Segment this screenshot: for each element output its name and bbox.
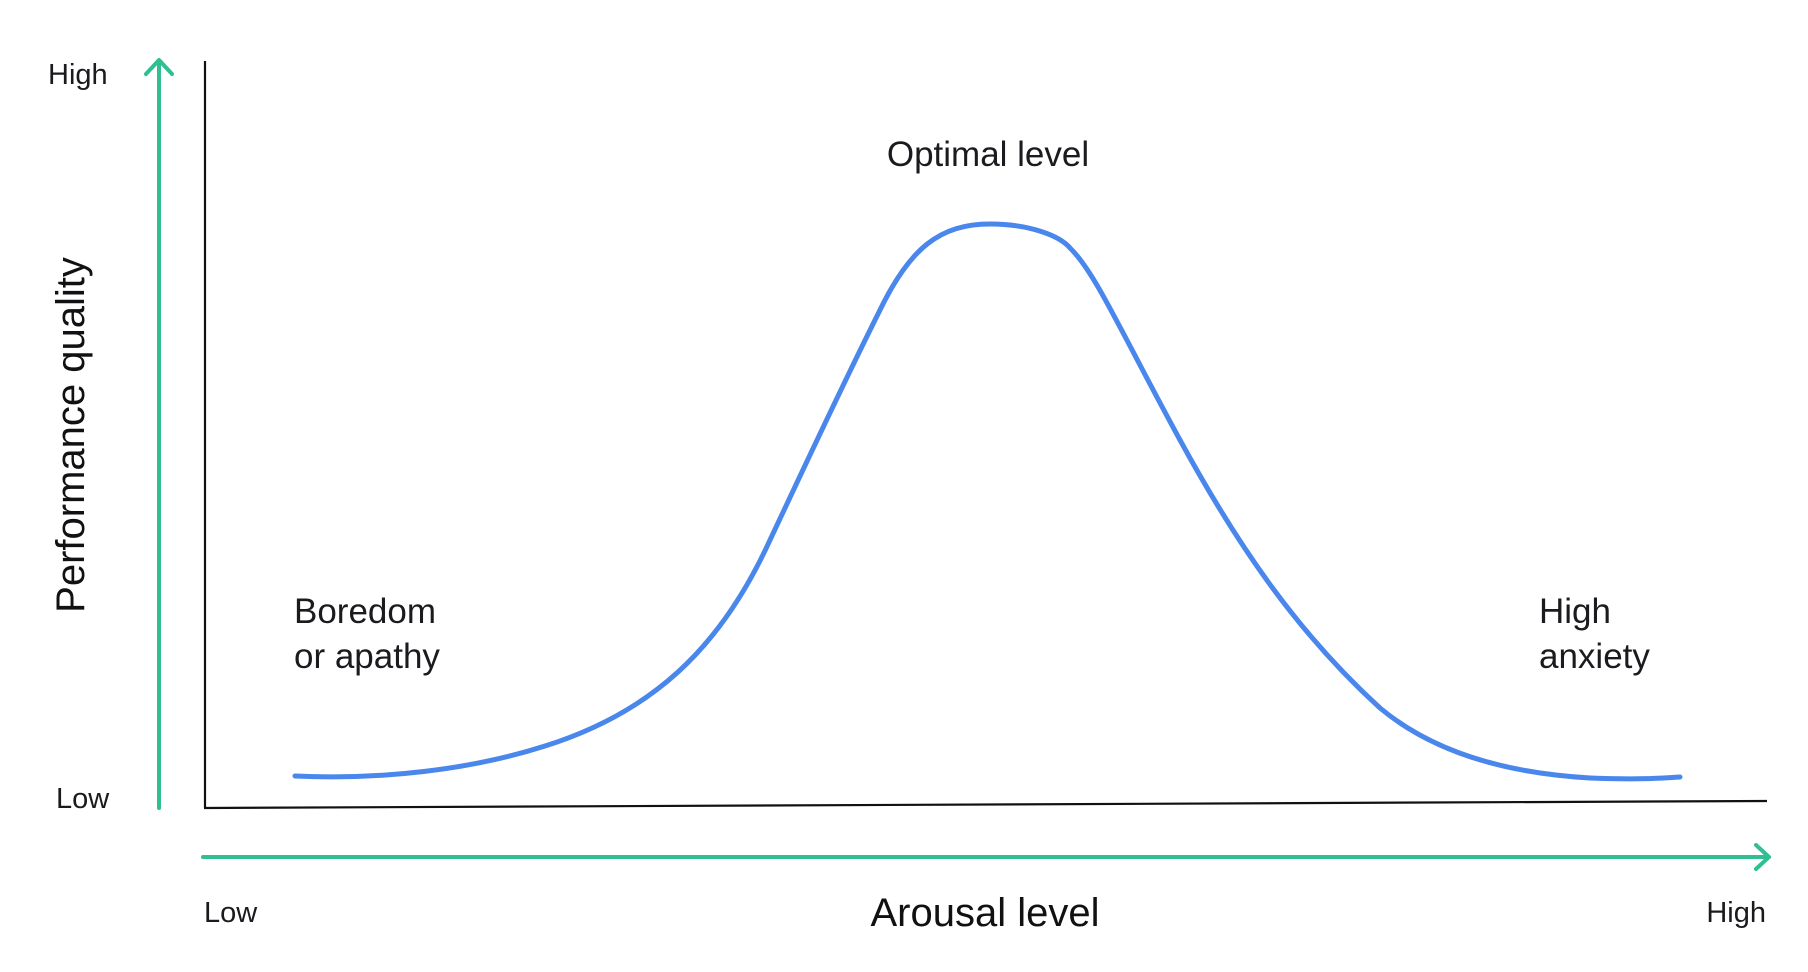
y-axis-arrow <box>144 58 174 810</box>
x-axis-line <box>203 799 1768 810</box>
x-axis-title: Arousal level <box>870 891 1099 935</box>
performance-curve <box>292 221 1683 782</box>
optimal-level-label: Optimal level <box>887 135 1089 174</box>
y-axis-low-label: Low <box>56 783 110 815</box>
boredom-label-line1: Boredom <box>294 592 436 631</box>
x-axis-high-label: High <box>1706 897 1766 929</box>
high-anxiety-label-line1: High <box>1539 592 1611 631</box>
x-axis-arrow <box>201 843 1771 871</box>
y-axis-title: Performance quality <box>49 257 93 613</box>
high-anxiety-label-line2: anxiety <box>1539 637 1650 676</box>
y-axis-high-label: High <box>48 59 108 91</box>
x-axis-low-label: Low <box>204 897 258 929</box>
boredom-label-line2: or apathy <box>294 637 440 676</box>
